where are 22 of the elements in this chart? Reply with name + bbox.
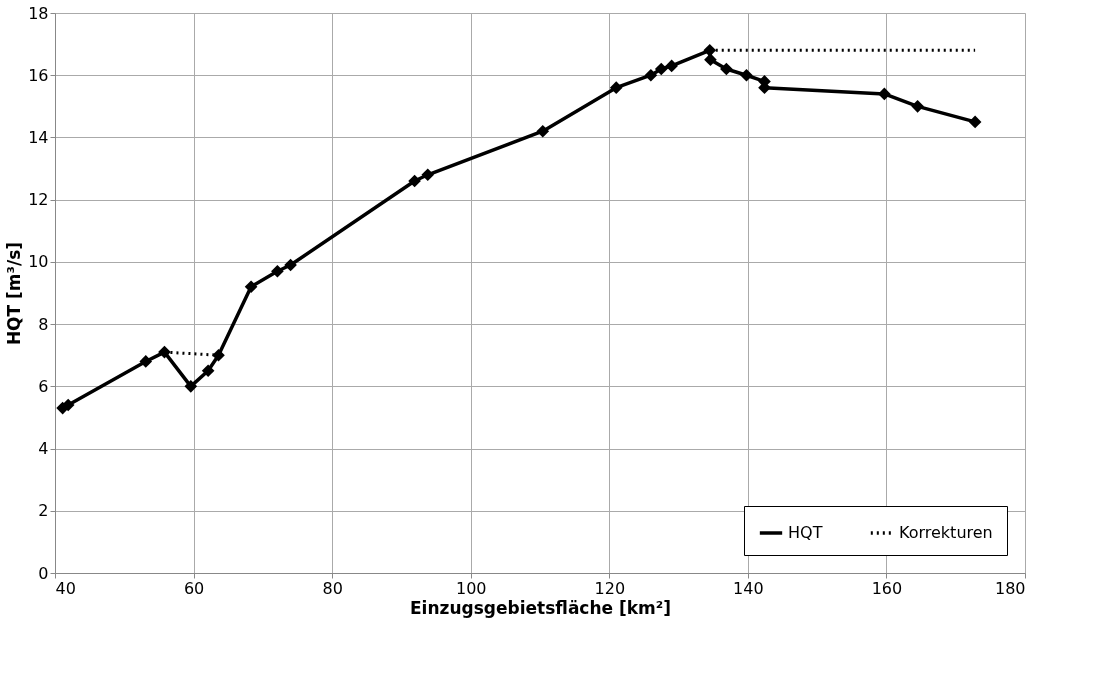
x-tick-label: 120 [594, 578, 626, 598]
y-tick-label: 2 [38, 501, 49, 521]
y-tick-label: 0 [38, 563, 49, 583]
y-tick-label: 8 [38, 314, 49, 334]
y-tick-label: 16 [28, 65, 49, 85]
x-tick-label: 160 [871, 578, 903, 598]
x-tick-label: 140 [733, 578, 764, 598]
y-tick-label: 6 [38, 376, 49, 396]
x-tick-label: 100 [455, 578, 487, 598]
y-tick-label: 18 [28, 3, 49, 23]
x-axis-title: Einzugsgebietsfläche [km²] [409, 597, 672, 618]
x-tick-label: 60 [183, 578, 205, 598]
y-tick-label: 10 [28, 252, 49, 272]
y-tick-label: 14 [28, 127, 49, 147]
legend-label: HQT [788, 523, 823, 542]
legend-label: Korrekturen [899, 523, 993, 542]
x-tick-label: 80 [322, 578, 343, 598]
x-tick-label: 40 [55, 578, 76, 598]
x-tick-label: 180 [994, 578, 1026, 598]
y-tick-label: 4 [38, 439, 49, 459]
y-axis-title: HQT [m³/s] [4, 241, 25, 346]
y-tick-label: 12 [28, 190, 49, 210]
